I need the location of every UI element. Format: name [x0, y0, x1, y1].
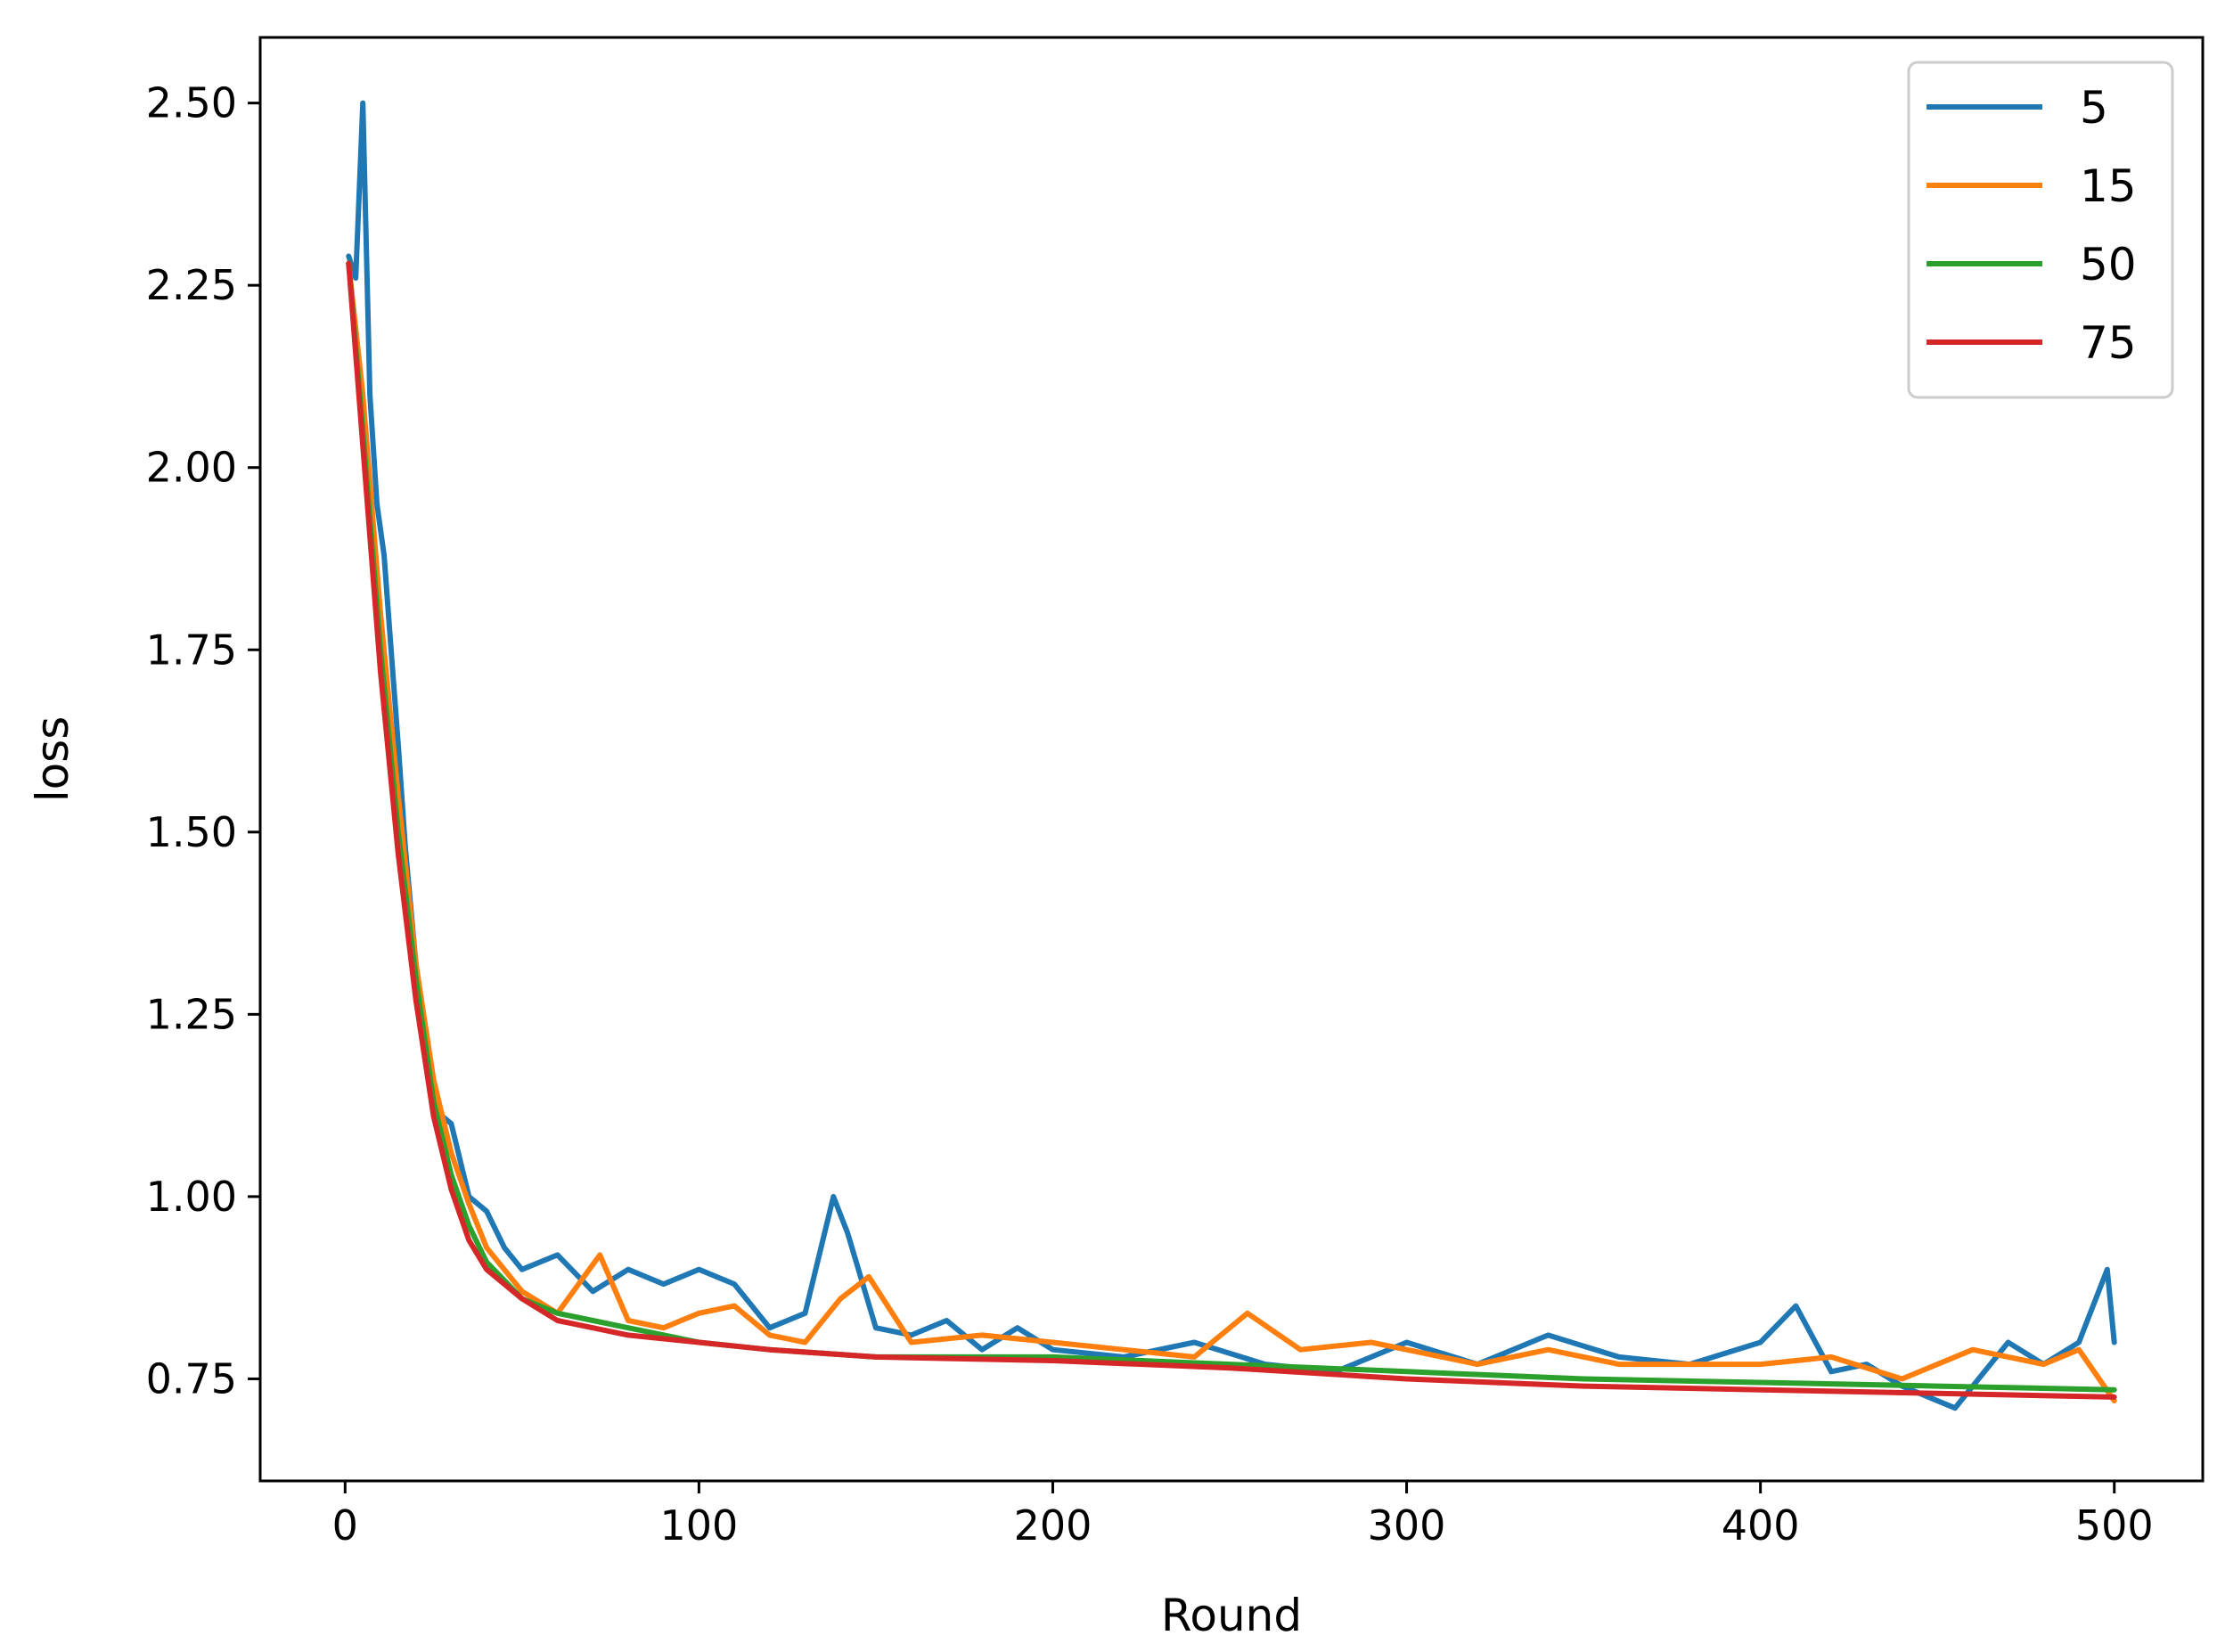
- y-tick-label: 1.50: [146, 808, 237, 856]
- x-tick-label: 0: [332, 1501, 358, 1550]
- y-tick-label: 1.25: [146, 990, 237, 1038]
- x-tick-label: 300: [1368, 1501, 1446, 1550]
- series-line-75: [346, 260, 2117, 1400]
- series-line-15: [346, 260, 2117, 1403]
- y-tick-label: 2.00: [146, 444, 237, 492]
- series-layer: [346, 100, 2117, 1411]
- legend-label-5: 5: [2080, 82, 2108, 134]
- x-tick-label: 400: [1722, 1501, 1800, 1550]
- x-tick-label: 100: [659, 1501, 738, 1550]
- y-tick-label: 1.75: [146, 626, 237, 674]
- x-tick-label: 500: [2075, 1501, 2154, 1550]
- legend-label-15: 15: [2080, 160, 2137, 212]
- x-axis-label: Round: [1161, 1590, 1302, 1641]
- plot-frame: [258, 36, 2205, 1483]
- x-axis-ticks: 0 100 200 300 400 500: [332, 1481, 2154, 1550]
- y-tick-label: 0.75: [146, 1354, 237, 1403]
- y-tick-label: 1.00: [146, 1173, 237, 1221]
- legend: 5 15 50 75: [1907, 61, 2174, 399]
- y-tick-label: 2.25: [146, 261, 237, 309]
- legend-box: [1907, 61, 2174, 399]
- y-axis-label: loss: [27, 716, 78, 803]
- legend-label-75: 75: [2080, 317, 2137, 369]
- y-axis-ticks: 0.75 1.00 1.25 1.50 1.75 2.00 2.25 2.50: [146, 79, 260, 1403]
- y-tick-label: 2.50: [146, 79, 237, 127]
- legend-label-50: 50: [2080, 239, 2137, 290]
- x-tick-label: 200: [1014, 1501, 1092, 1550]
